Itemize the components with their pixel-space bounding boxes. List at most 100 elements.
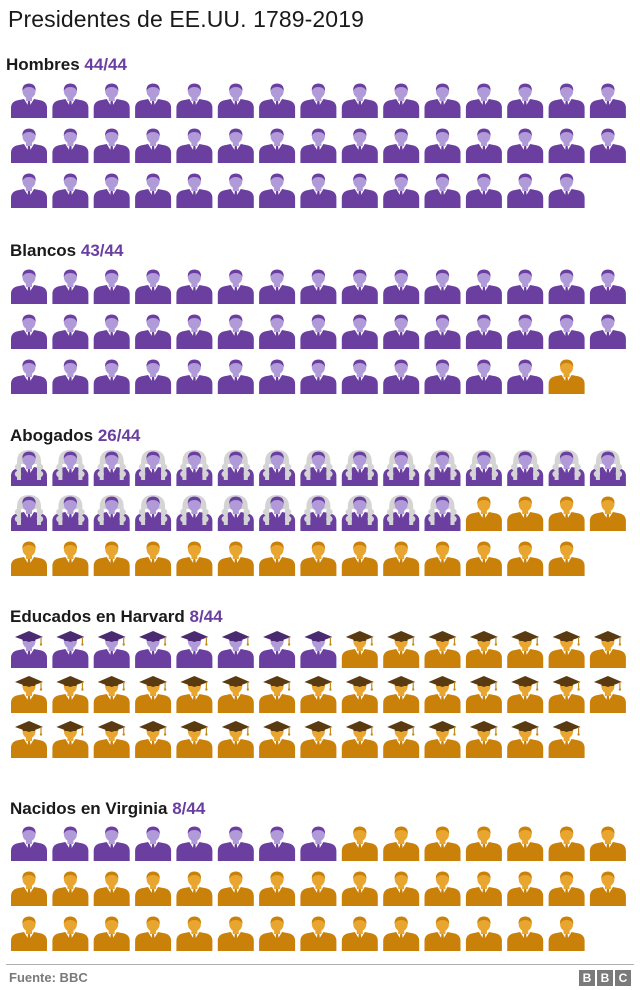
lawyer-wig-icon-match xyxy=(217,495,254,531)
lawyer-wig-icon-match xyxy=(176,495,213,531)
person-icon-match xyxy=(135,826,172,861)
graduate-cap-icon-match xyxy=(11,631,47,668)
lawyer-wig-icon-other xyxy=(507,541,544,576)
bbc-logo: B B C xyxy=(579,970,631,986)
person-icon-match xyxy=(507,314,544,349)
person-icon-match xyxy=(11,83,47,118)
graduate-cap-icon-other xyxy=(465,721,502,758)
person-icon-match xyxy=(11,269,47,304)
person-icon-other xyxy=(507,871,544,906)
lawyer-wig-icon-other xyxy=(548,541,585,576)
graduate-cap-icon-other xyxy=(259,676,296,713)
section-count: 43/44 xyxy=(80,241,124,260)
person-icon-match xyxy=(93,359,130,394)
person-icon-match xyxy=(176,826,213,861)
person-icon-other xyxy=(548,916,585,951)
person-icon-match xyxy=(465,314,502,349)
lawyer-wig-icon-match xyxy=(217,450,254,486)
person-icon-other xyxy=(589,871,626,906)
person-icon-other xyxy=(259,916,296,951)
person-icon-match xyxy=(217,314,254,349)
graduate-cap-icon-other xyxy=(507,721,544,758)
person-icon-match xyxy=(52,359,89,394)
person-icon-match xyxy=(341,314,378,349)
logo-letter: B xyxy=(597,970,613,986)
person-icon-match xyxy=(548,128,585,163)
section-abogados-title: Abogados 26/44 xyxy=(10,426,140,446)
graduate-cap-icon-other xyxy=(341,631,378,668)
lawyer-wig-icon-match xyxy=(11,450,47,486)
graduate-cap-icon-other xyxy=(341,676,378,713)
person-icon-other xyxy=(507,826,544,861)
graduate-cap-icon-other xyxy=(341,721,378,758)
footer-divider xyxy=(6,964,634,965)
graduate-cap-icon-other xyxy=(383,631,420,668)
person-icon-match xyxy=(383,83,420,118)
graduate-cap-icon-match xyxy=(93,631,130,668)
person-icon-other xyxy=(383,916,420,951)
person-icon-match xyxy=(507,83,544,118)
person-icon-match xyxy=(424,173,461,208)
lawyer-wig-icon-match xyxy=(589,450,626,486)
person-icon-match xyxy=(176,128,213,163)
person-icon-match xyxy=(589,269,626,304)
lawyer-wig-icon-other xyxy=(259,541,296,576)
graduate-cap-icon-match xyxy=(300,631,337,668)
person-icon-match xyxy=(300,359,337,394)
person-icon-other xyxy=(341,916,378,951)
section-count: 26/44 xyxy=(97,426,141,445)
person-icon-match xyxy=(135,128,172,163)
person-icon-other xyxy=(341,871,378,906)
lawyer-wig-icon-other xyxy=(507,496,544,531)
graduate-cap-icon-other xyxy=(424,721,461,758)
lawyer-wig-icon-other xyxy=(465,541,502,576)
person-icon-match xyxy=(135,83,172,118)
lawyer-wig-icon-other xyxy=(11,541,47,576)
person-icon-match xyxy=(135,359,172,394)
person-icon-match xyxy=(341,173,378,208)
lawyer-wig-icon-other xyxy=(217,541,254,576)
person-icon-other xyxy=(548,826,585,861)
person-icon-match xyxy=(300,269,337,304)
logo-letter: B xyxy=(579,970,595,986)
graduate-cap-icon-other xyxy=(589,676,626,713)
lawyer-wig-icon-match xyxy=(548,450,585,486)
person-icon-match xyxy=(176,314,213,349)
person-icon-match xyxy=(424,359,461,394)
person-icon-match xyxy=(11,173,47,208)
graduate-cap-icon-other xyxy=(135,676,172,713)
lawyer-wig-icon-match xyxy=(52,495,89,531)
person-icon-match xyxy=(93,826,130,861)
person-icon-match xyxy=(217,359,254,394)
person-icon-match xyxy=(548,269,585,304)
lawyer-wig-icon-other xyxy=(383,541,420,576)
graduate-cap-icon-other xyxy=(300,676,337,713)
person-icon-other xyxy=(383,871,420,906)
graduate-cap-icon-other xyxy=(217,676,254,713)
graduate-cap-icon-match xyxy=(217,631,254,668)
person-icon-match xyxy=(383,269,420,304)
person-icon-other xyxy=(135,871,172,906)
section-hombres-title: Hombres 44/44 xyxy=(6,55,127,75)
person-icon-other xyxy=(93,871,130,906)
lawyer-wig-icon-other xyxy=(424,541,461,576)
person-icon-match xyxy=(341,83,378,118)
lawyer-wig-icon-other xyxy=(176,541,213,576)
person-icon-match xyxy=(300,83,337,118)
person-icon-match xyxy=(465,359,502,394)
graduate-cap-icon-other xyxy=(176,721,213,758)
lawyer-wig-icon-other xyxy=(300,541,337,576)
pictogram-section xyxy=(11,269,626,394)
lawyer-wig-icon-match xyxy=(300,450,337,486)
lawyer-wig-icon-other xyxy=(135,541,172,576)
person-icon-other xyxy=(383,826,420,861)
person-icon-match xyxy=(259,269,296,304)
person-icon-other xyxy=(259,871,296,906)
section-count: 44/44 xyxy=(84,55,127,74)
person-icon-match xyxy=(52,269,89,304)
lawyer-wig-icon-match xyxy=(93,495,130,531)
person-icon-other xyxy=(11,916,47,951)
person-icon-match xyxy=(300,128,337,163)
section-label: Hombres xyxy=(6,55,80,74)
